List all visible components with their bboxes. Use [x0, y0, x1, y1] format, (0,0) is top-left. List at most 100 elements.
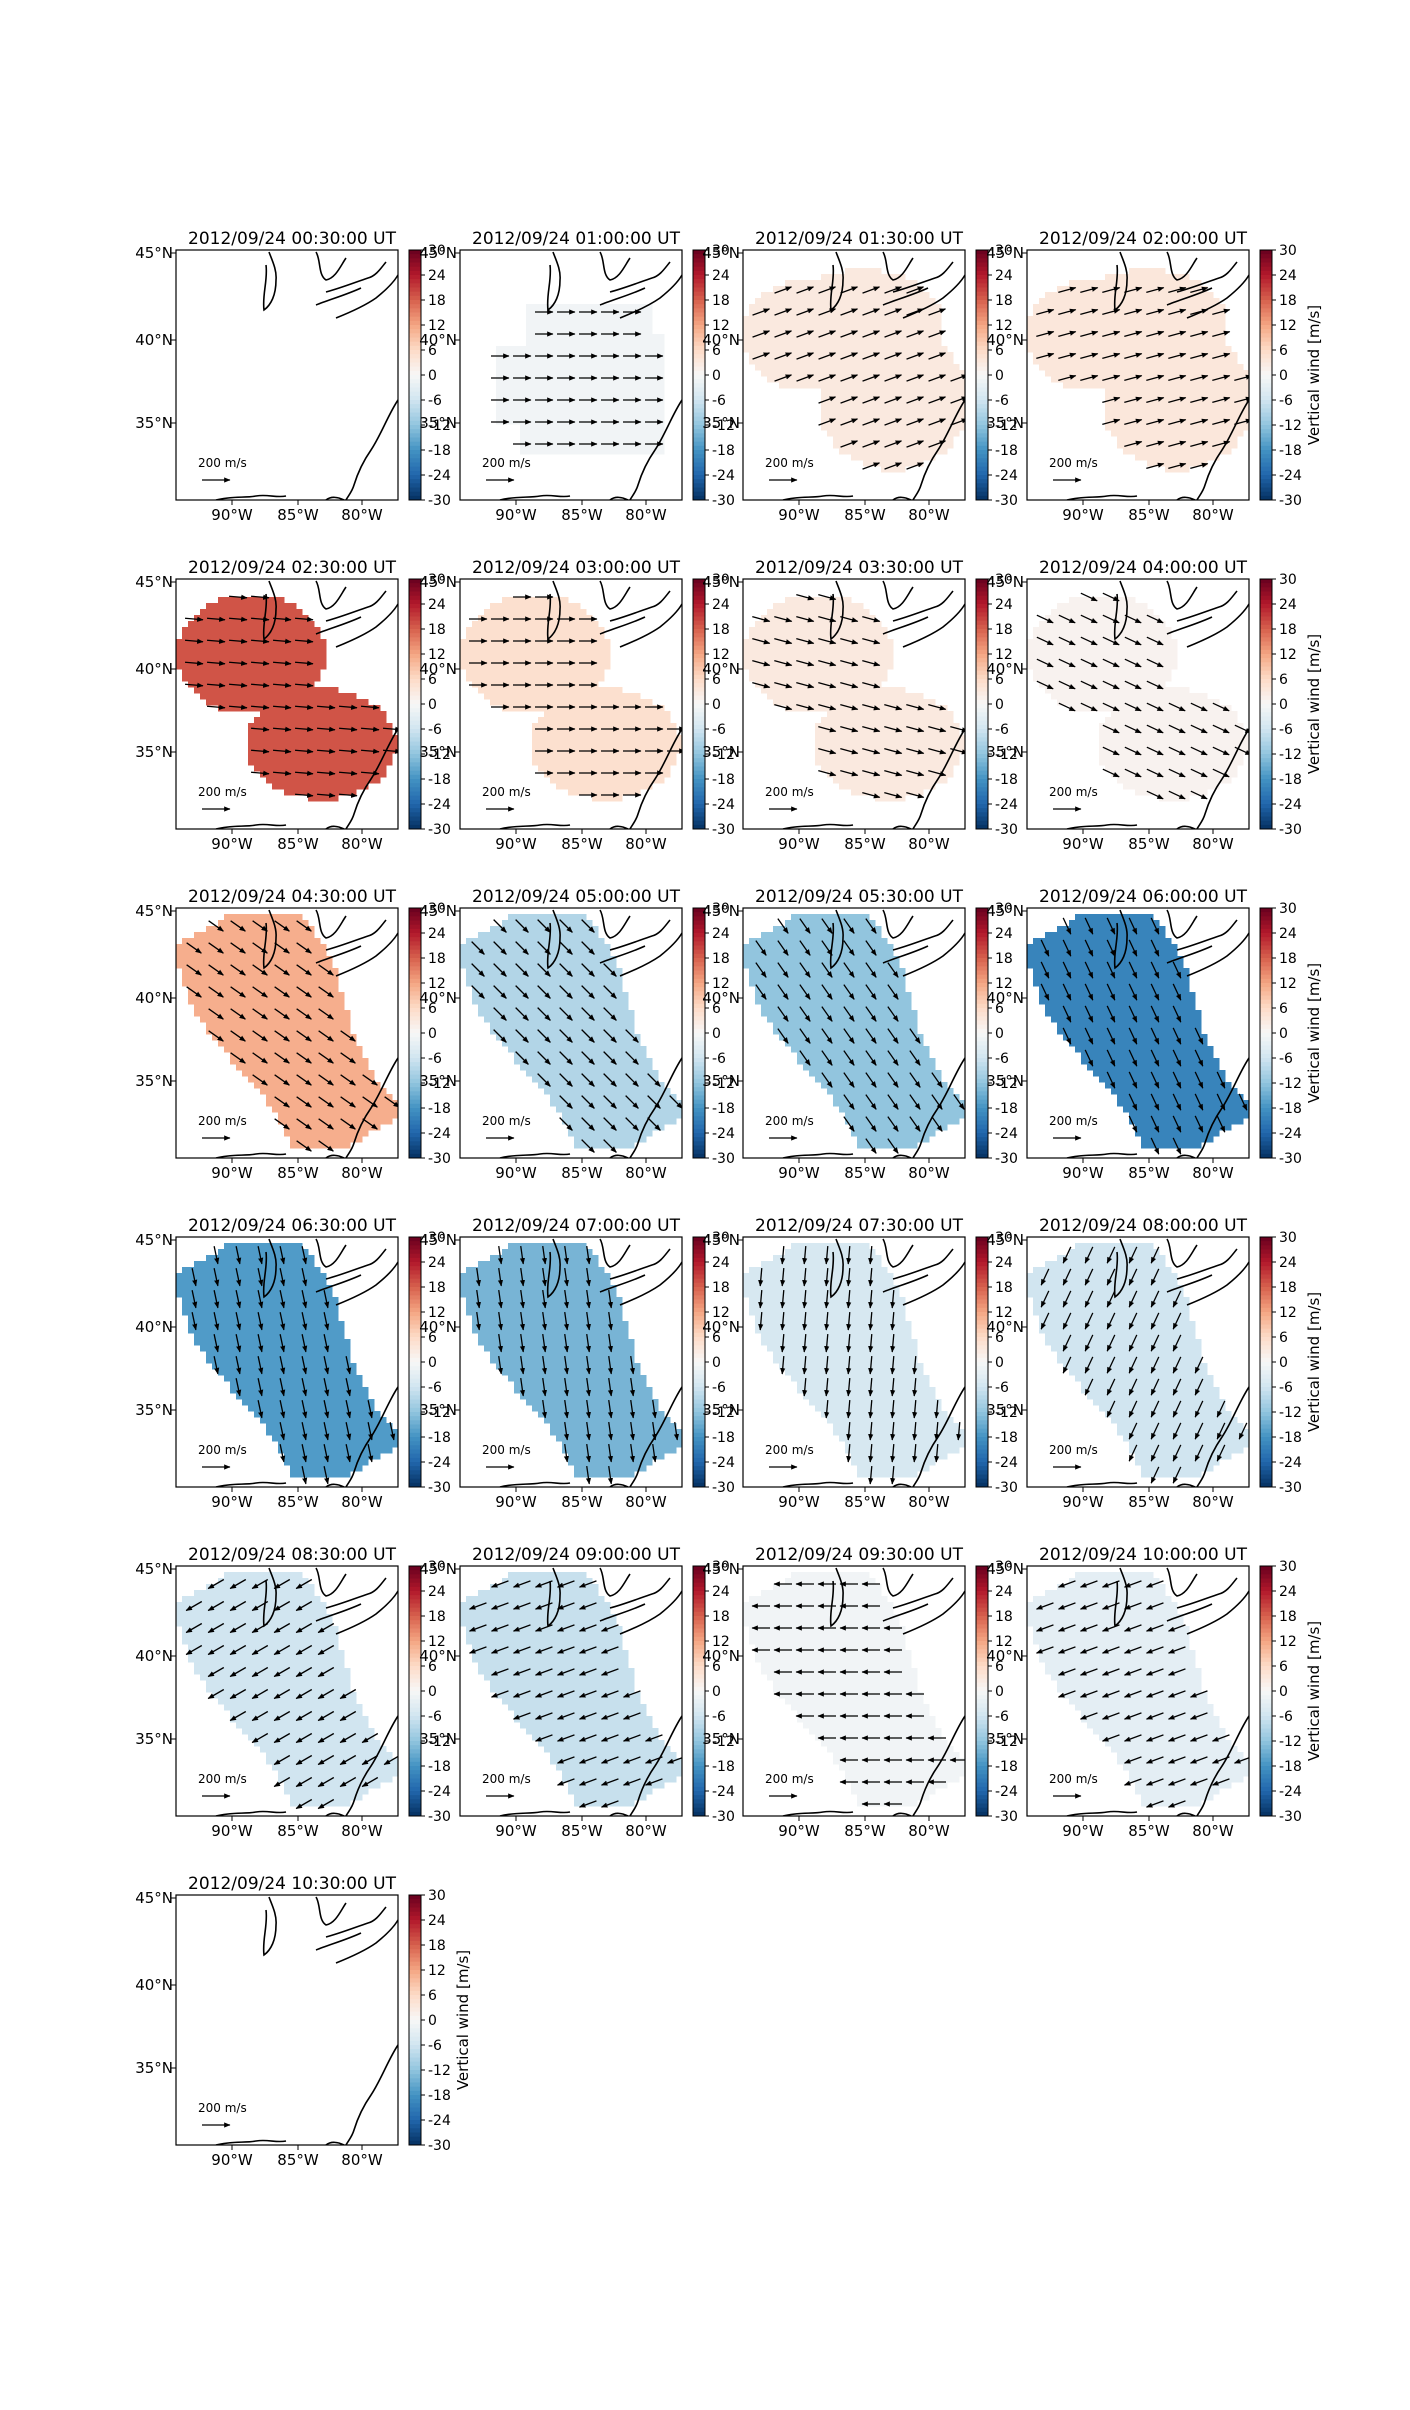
wind-cell — [1231, 376, 1238, 383]
wind-cell — [568, 681, 575, 688]
wind-cell — [556, 633, 563, 640]
wind-arrow — [1036, 352, 1055, 359]
wind-cell — [863, 460, 870, 467]
wind-cell — [188, 675, 195, 682]
colorbar-tick-label: 24 — [712, 597, 730, 613]
wind-cell — [568, 759, 575, 766]
wind-cell — [592, 645, 599, 652]
wind-cell — [586, 747, 593, 754]
colorbar-segment — [1260, 250, 1272, 255]
wind-cell — [260, 681, 267, 688]
reference-arrow-label: 200 m/s — [765, 456, 814, 470]
wind-cell — [556, 627, 563, 634]
colorbar-segment — [693, 774, 705, 780]
wind-cell — [206, 675, 213, 682]
wind-cell — [1141, 358, 1148, 365]
wind-cell — [1189, 322, 1196, 329]
wind-cell — [562, 645, 569, 652]
wind-cell — [815, 621, 822, 628]
wind-cell — [484, 669, 491, 676]
wind-cell — [1147, 352, 1154, 359]
colorbar-tick-label: 6 — [995, 343, 1004, 359]
wind-cell — [574, 406, 581, 413]
wind-arrow — [206, 682, 226, 688]
wind-cell — [544, 424, 551, 431]
wind-cell — [290, 609, 297, 616]
wind-cell — [236, 675, 243, 682]
wind-cell — [863, 352, 870, 359]
wind-cell — [1189, 394, 1196, 401]
wind-cell — [284, 711, 291, 718]
wind-cell — [302, 633, 309, 640]
wind-cell — [260, 753, 267, 760]
wind-cell — [1195, 430, 1202, 437]
colorbar-segment — [1260, 275, 1272, 280]
wind-arrow — [752, 330, 771, 338]
wind-cell — [815, 292, 822, 299]
wind-cell — [514, 394, 521, 401]
colorbar-segment — [693, 683, 705, 688]
colorbar-segment — [409, 816, 421, 822]
wind-cell — [568, 442, 575, 449]
wind-cell — [592, 412, 599, 419]
wind-cell — [761, 657, 768, 664]
wind-cell — [556, 358, 563, 365]
wind-cell — [272, 717, 279, 724]
wind-cell — [821, 274, 828, 281]
wind-cell — [791, 316, 798, 323]
wind-cell — [791, 352, 798, 359]
wind-cell — [514, 597, 521, 604]
colorbar-tick-label: 30 — [712, 243, 730, 259]
wind-cell — [290, 633, 297, 640]
wind-cell — [1195, 340, 1202, 347]
wind-cell — [1135, 448, 1142, 455]
wind-cell — [917, 436, 924, 443]
wind-cell — [887, 466, 894, 473]
wind-cell — [670, 729, 677, 736]
wind-cell — [1117, 382, 1124, 389]
wind-cell — [917, 406, 924, 413]
wind-cell — [188, 657, 195, 664]
wind-cell — [917, 340, 924, 347]
wind-cell — [815, 364, 822, 371]
wind-cell — [833, 280, 840, 287]
wind-cell — [616, 753, 623, 760]
wind-cell — [302, 747, 309, 754]
colorbar-segment — [693, 679, 705, 684]
wind-cell — [1099, 340, 1106, 347]
wind-cell — [911, 286, 918, 293]
wind-cell — [875, 406, 882, 413]
wind-cell — [520, 352, 527, 359]
colorbar-tick-label: -6 — [995, 393, 1009, 409]
wind-cell — [803, 280, 810, 287]
wind-cell — [520, 364, 527, 371]
colorbar-segment — [693, 658, 705, 663]
wind-cell — [875, 292, 882, 299]
wind-cell — [568, 717, 575, 724]
wind-cell — [314, 639, 321, 646]
wind-cell — [218, 687, 225, 694]
colorbar-segment — [409, 754, 421, 759]
wind-cell — [875, 430, 882, 437]
colorbar-tick-label: 30 — [995, 243, 1013, 259]
wind-cell — [562, 370, 569, 377]
wind-cell — [899, 412, 906, 419]
colorbar-segment — [976, 370, 988, 376]
wind-cell — [502, 705, 509, 712]
wind-cell — [857, 418, 864, 425]
wind-cell — [1237, 382, 1244, 389]
wind-cell — [182, 663, 189, 670]
wind-cell — [640, 777, 647, 784]
wind-cell — [556, 663, 563, 670]
wind-cell — [821, 394, 828, 401]
wind-cell — [574, 645, 581, 652]
wind-cell — [755, 621, 762, 628]
wind-cell — [478, 669, 485, 676]
wind-cell — [484, 627, 491, 634]
map-frame — [1026, 249, 1250, 501]
wind-cell — [827, 280, 834, 287]
colorbar-segment — [693, 329, 705, 334]
y-tick-label: 40°N — [419, 331, 457, 349]
x-tick-label: 90°W — [495, 835, 537, 853]
